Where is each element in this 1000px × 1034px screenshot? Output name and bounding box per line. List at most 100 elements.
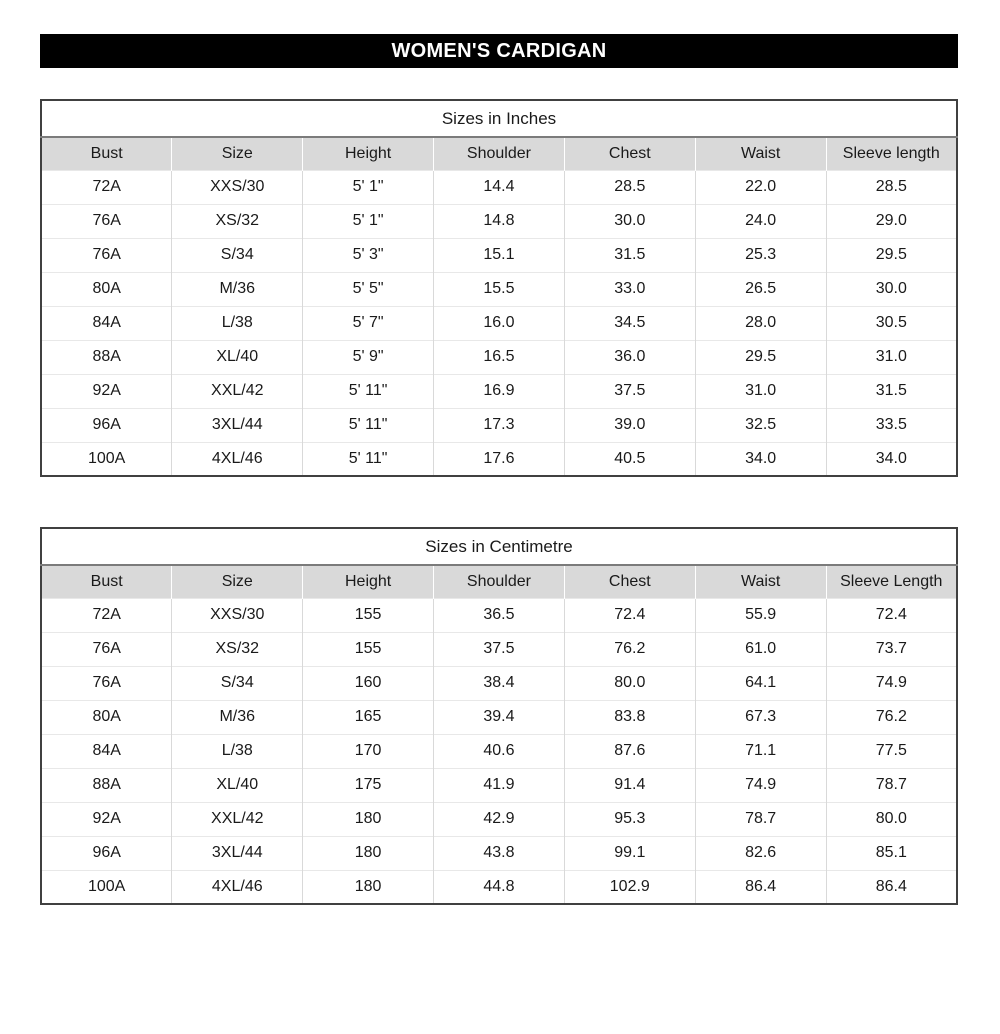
column-header-waist: Waist (694, 136, 827, 170)
table-cell: 165 (302, 699, 434, 734)
table-cell: 78.7 (694, 801, 827, 836)
table-cell: 5' 9" (302, 339, 434, 374)
table-cell: 88A (41, 767, 172, 802)
table-cell: L/38 (171, 305, 303, 340)
table-cell: M/36 (171, 271, 303, 306)
table-cell: XS/32 (171, 203, 303, 238)
table-cell: 78.7 (825, 767, 957, 802)
table-cell: 40.5 (563, 441, 696, 476)
table-cell: S/34 (171, 665, 303, 700)
table-cell: XXS/30 (171, 597, 303, 632)
table-cell: 76.2 (563, 631, 696, 666)
table-cell: 28.5 (563, 169, 696, 204)
table-cell: 39.4 (433, 699, 565, 734)
table-cell: 92A (41, 373, 172, 408)
table-cell: 14.4 (433, 169, 565, 204)
table-cell: 80.0 (825, 801, 957, 836)
table-cell: 88A (41, 339, 172, 374)
table-cell: 5' 11" (302, 407, 434, 442)
table-title: Sizes in Inches (41, 100, 957, 137)
table-cell: 36.0 (563, 339, 696, 374)
table-row: 84A L/38 170 40.6 87.6 71.1 77.5 (41, 733, 957, 768)
table-cell: 155 (302, 631, 434, 666)
table-cell: 74.9 (694, 767, 827, 802)
table-cell: 80A (41, 271, 172, 306)
table-cell: 30.5 (825, 305, 957, 340)
table-cell: 71.1 (694, 733, 827, 768)
table-row: 72A XXS/30 5' 1" 14.4 28.5 22.0 28.5 (41, 169, 957, 204)
table-cell: 72A (41, 169, 172, 204)
column-header-height: Height (302, 564, 434, 598)
table-cell: 102.9 (563, 869, 696, 904)
table-cell: 73.7 (825, 631, 957, 666)
table-cell: XL/40 (171, 767, 303, 802)
table-row: 92A XXL/42 5' 11" 16.9 37.5 31.0 31.5 (41, 373, 957, 408)
table-row: 96A 3XL/44 5' 11" 17.3 39.0 32.5 33.5 (41, 407, 957, 442)
table-cell: 155 (302, 597, 434, 632)
table-cell: 72.4 (825, 597, 957, 632)
sizes-in-inches-table: Sizes in Inches Bust Size Height Shoulder Che… (40, 99, 958, 477)
table-cell: 28.0 (694, 305, 827, 340)
table-cell: 76A (41, 237, 172, 272)
table-row: 88A XL/40 5' 9" 16.5 36.0 29.5 31.0 (41, 339, 957, 374)
table-cell: 31.5 (825, 373, 957, 408)
table-cell: 85.1 (825, 835, 957, 870)
sizes-in-centimetre-table: Sizes in Centimetre Bust Size Height Shoulde… (40, 527, 958, 905)
table-cell: 5' 3" (302, 237, 434, 272)
table-cell: 16.5 (433, 339, 565, 374)
table-cell: 86.4 (825, 869, 957, 904)
table-cell: 84A (41, 733, 172, 768)
table-cell: 5' 1" (302, 203, 434, 238)
table-cell: 15.5 (433, 271, 565, 306)
table-cell: 5' 1" (302, 169, 434, 204)
table-cell: 31.5 (563, 237, 696, 272)
table-cell: 5' 11" (302, 373, 434, 408)
table-cell: 22.0 (694, 169, 827, 204)
table-cell: 91.4 (563, 767, 696, 802)
table-cell: 96A (41, 407, 172, 442)
table-cell: 170 (302, 733, 434, 768)
table-cell: 42.9 (433, 801, 565, 836)
table-cell: XS/32 (171, 631, 303, 666)
table-cell: 86.4 (694, 869, 827, 904)
table-cell: 37.5 (563, 373, 696, 408)
table-cell: S/34 (171, 237, 303, 272)
table-cell: XL/40 (171, 339, 303, 374)
table-cell: 29.5 (825, 237, 957, 272)
table-row: 100A 4XL/46 180 44.8 102.9 86.4 86.4 (41, 869, 957, 904)
table-cell: 28.5 (825, 169, 957, 204)
table-cell: 3XL/44 (171, 835, 303, 870)
table-cell: 180 (302, 835, 434, 870)
table-cell: 72A (41, 597, 172, 632)
column-header-waist: Waist (694, 564, 827, 598)
table-cell: 55.9 (694, 597, 827, 632)
column-header-shoulder: Shoulder (433, 136, 565, 170)
table-cell: 80A (41, 699, 172, 734)
table-cell: 29.0 (825, 203, 957, 238)
table-cell: 15.1 (433, 237, 565, 272)
table-row: 80A M/36 5' 5" 15.5 33.0 26.5 30.0 (41, 271, 957, 306)
table-cell: 31.0 (825, 339, 957, 374)
table-cell: 16.0 (433, 305, 565, 340)
table-row: 88A XL/40 175 41.9 91.4 74.9 78.7 (41, 767, 957, 802)
table-cell: 160 (302, 665, 434, 700)
table-row: 80A M/36 165 39.4 83.8 67.3 76.2 (41, 699, 957, 734)
table-row: 76A XS/32 5' 1" 14.8 30.0 24.0 29.0 (41, 203, 957, 238)
table-cell: 38.4 (433, 665, 565, 700)
table-cell: 64.1 (694, 665, 827, 700)
table-cell: 34.5 (563, 305, 696, 340)
column-header-sleeve-length: Sleeve Length (825, 564, 957, 598)
column-header-size: Size (171, 136, 303, 170)
table-cell: 43.8 (433, 835, 565, 870)
table-cell: 30.0 (825, 271, 957, 306)
table-cell: 34.0 (825, 441, 957, 476)
table-cell: 4XL/46 (171, 869, 303, 904)
table-cell: 92A (41, 801, 172, 836)
table-cell: M/36 (171, 699, 303, 734)
table-header-row: Bust Size Height Shoulder Chest Waist Sleeve l… (41, 136, 957, 170)
table-title: Sizes in Centimetre (41, 528, 957, 565)
table-cell: XXL/42 (171, 801, 303, 836)
table-row: 92A XXL/42 180 42.9 95.3 78.7 80.0 (41, 801, 957, 836)
table-cell: 29.5 (694, 339, 827, 374)
column-header-chest: Chest (563, 564, 696, 598)
